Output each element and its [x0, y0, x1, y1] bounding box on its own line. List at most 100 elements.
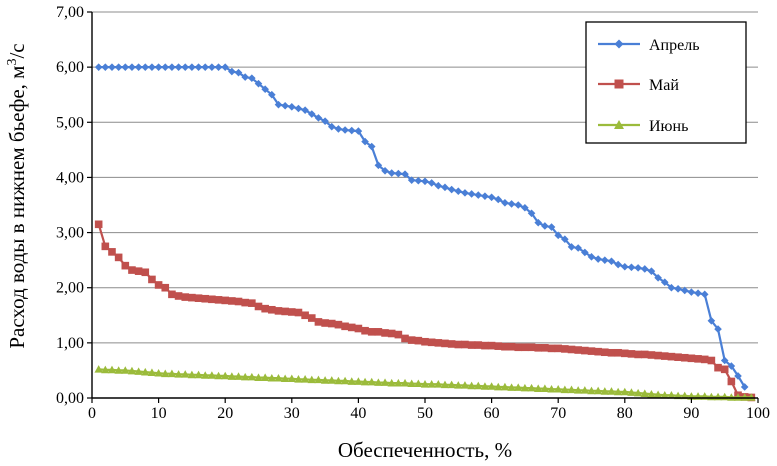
data-point	[294, 308, 303, 317]
data-point	[174, 63, 183, 71]
data-point	[347, 126, 356, 135]
data-point	[487, 382, 496, 390]
data-point	[507, 383, 516, 391]
data-point	[161, 283, 170, 292]
data-point	[300, 375, 310, 383]
data-point	[108, 63, 116, 71]
data-point	[201, 371, 210, 379]
data-point	[347, 323, 356, 332]
data-point	[680, 286, 689, 295]
data-point	[221, 63, 229, 71]
data-point	[334, 376, 343, 385]
data-point	[660, 352, 669, 360]
data-point	[320, 376, 330, 384]
data-point	[521, 203, 529, 212]
data-point	[294, 104, 303, 113]
data-point	[121, 63, 130, 71]
data-point	[521, 343, 529, 352]
data-point	[740, 393, 749, 401]
data-point	[494, 342, 503, 350]
data-point	[268, 90, 276, 99]
data-point	[254, 373, 263, 381]
data-point	[580, 386, 590, 394]
data-point	[567, 345, 576, 354]
data-point	[507, 200, 516, 208]
data-point	[147, 368, 157, 376]
data-point	[621, 349, 629, 358]
data-point	[134, 63, 143, 71]
data-point	[434, 339, 443, 347]
data-point	[740, 383, 749, 391]
data-point	[554, 231, 562, 240]
data-point	[534, 218, 543, 227]
y-tick-label: 3,00	[56, 225, 84, 242]
legend-marker	[614, 79, 624, 89]
data-point	[514, 383, 523, 391]
data-point	[667, 352, 676, 361]
data-point	[341, 126, 349, 134]
data-point	[541, 344, 549, 352]
data-point	[461, 340, 469, 349]
data-point	[248, 74, 256, 82]
data-point	[561, 345, 569, 353]
data-point	[647, 351, 656, 359]
data-point	[574, 244, 582, 252]
data-point	[647, 267, 656, 275]
data-point	[634, 350, 642, 359]
data-point	[447, 380, 456, 389]
data-point	[367, 377, 376, 386]
data-point	[614, 348, 622, 357]
data-point	[540, 384, 550, 392]
data-point	[188, 293, 196, 302]
data-point	[148, 275, 156, 284]
data-point	[561, 235, 569, 243]
data-point	[268, 305, 276, 314]
data-point	[367, 142, 376, 151]
data-point	[228, 297, 236, 305]
data-point	[281, 101, 289, 110]
data-point	[381, 167, 389, 175]
data-point	[640, 265, 649, 273]
series-line	[97, 223, 752, 399]
data-point	[188, 63, 196, 71]
data-point	[527, 343, 536, 352]
x-tick-label: 80	[617, 405, 633, 422]
data-point	[633, 388, 643, 397]
data-point	[361, 137, 369, 146]
y-tick-label: 6,00	[56, 59, 84, 76]
data-point	[474, 381, 483, 390]
data-point	[387, 378, 396, 387]
data-point	[94, 365, 103, 373]
data-point	[400, 378, 410, 387]
data-point	[154, 63, 163, 71]
data-point	[274, 100, 283, 109]
x-tick-label: 60	[484, 405, 500, 422]
data-point	[334, 125, 343, 133]
data-point	[640, 389, 649, 397]
data-point	[527, 209, 536, 218]
data-point	[101, 365, 110, 374]
data-point	[707, 356, 716, 365]
data-point	[460, 381, 470, 389]
data-point	[441, 183, 449, 192]
data-point	[194, 294, 203, 302]
data-point	[500, 382, 510, 391]
data-point	[720, 365, 729, 374]
data-point	[307, 375, 316, 384]
x-tick-label: 0	[88, 405, 96, 422]
data-point	[401, 170, 409, 178]
data-point	[367, 328, 376, 336]
data-point	[154, 281, 163, 289]
data-point	[707, 317, 716, 325]
data-point	[474, 341, 483, 349]
data-point	[507, 342, 516, 351]
series-3	[94, 365, 756, 401]
data-point	[201, 294, 210, 303]
data-point	[441, 339, 449, 348]
data-point	[168, 290, 176, 299]
data-point	[194, 370, 203, 379]
x-tick-label: 50	[417, 405, 433, 422]
data-point	[674, 285, 682, 293]
data-point	[700, 355, 709, 364]
data-point	[414, 176, 423, 185]
